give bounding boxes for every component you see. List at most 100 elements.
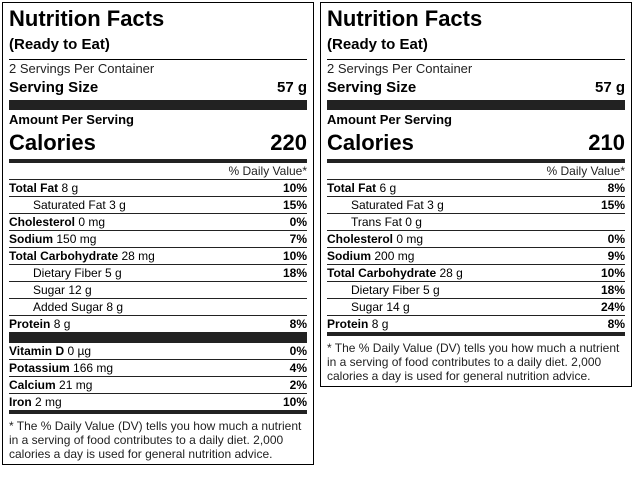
amount-per-serving: Amount Per Serving: [327, 112, 452, 127]
nutrition-label: Nutrition Facts (Ready to Eat) 2 Servings …: [320, 2, 632, 387]
daily-value: 8%: [607, 181, 625, 195]
daily-value: 18%: [600, 283, 625, 297]
nutrient-amount: 14 g: [386, 300, 410, 314]
nutrient-row: Sugar 12 g: [9, 281, 307, 298]
serving-size-value: 57 g: [276, 79, 307, 96]
daily-value: 4%: [289, 361, 307, 375]
nutrient-row: Total Fat 8 g 10%: [9, 179, 307, 196]
nutrient-name: Sodium: [327, 249, 371, 263]
medium-bar: [327, 159, 625, 163]
nutrient-name: Protein: [9, 317, 51, 331]
subtitle: (Ready to Eat): [327, 33, 625, 60]
thick-bar: [9, 100, 307, 110]
nutrient-amount: 28 g: [439, 266, 463, 280]
nutrient-name: Vitamin D: [9, 344, 65, 358]
nutrient: Added Sugar 8 g: [9, 299, 123, 315]
nutrient-amount: 200 mg: [374, 249, 415, 263]
nutrient-row: Potassium 166 mg 4%: [9, 359, 307, 376]
serving-size-label: Serving Size: [9, 79, 99, 96]
medium-bar: [327, 332, 625, 336]
amount-per-serving: Amount Per Serving: [9, 112, 134, 127]
nutrient-row: Protein 8 g 8%: [9, 315, 307, 332]
section: Vitamin D 0 µg 0% Potassium 166 mg 4% Calciu…: [9, 332, 307, 410]
calories-label: Calories: [9, 130, 96, 155]
thick-bar: [327, 100, 625, 110]
nutrient-amount: 8 g: [61, 181, 79, 195]
nutrient-name: Saturated Fat: [351, 198, 424, 212]
nutrient-amount: 150 mg: [56, 232, 97, 246]
nutrient: Dietary Fiber 5 g: [9, 265, 122, 281]
medium-bar: [9, 410, 307, 414]
nutrient: Iron 2 mg: [9, 394, 62, 410]
nutrient-amount: 3 g: [427, 198, 444, 212]
nutrient: Protein 8 g: [327, 316, 388, 332]
calories-value: 210: [588, 130, 625, 155]
nutrient-name: Sugar: [351, 300, 384, 314]
nutrient-amount: 21 mg: [59, 378, 93, 392]
calories-value: 220: [270, 130, 307, 155]
nutrient-amount: 0 g: [405, 215, 422, 229]
daily-value: 0%: [289, 215, 307, 229]
nutrient-row: Total Carbohydrate 28 mg 10%: [9, 247, 307, 264]
nutrient-row: Iron 2 mg 10%: [9, 393, 307, 410]
daily-value: 18%: [282, 266, 307, 280]
daily-value: 10%: [282, 249, 307, 263]
daily-value: 8%: [289, 317, 307, 331]
nutrient-row: Saturated Fat 3 g 15%: [327, 196, 625, 213]
daily-value: 7%: [289, 232, 307, 246]
calories: Calories 210: [327, 129, 625, 157]
nutrient-row: Total Carbohydrate 28 g 10%: [327, 264, 625, 281]
calories-label: Calories: [327, 130, 414, 155]
nutrient-name: Total Fat: [9, 181, 59, 195]
nutrient: Sugar 14 g: [327, 299, 410, 315]
serving-size: Serving Size 57 g: [9, 78, 307, 98]
calories: Calories 220: [9, 129, 307, 157]
daily-value: 0%: [289, 344, 307, 358]
nutrient-name: Total Carbohydrate: [9, 249, 119, 263]
serving-size-value: 57 g: [594, 79, 625, 96]
nutrient-amount: 5 g: [105, 266, 122, 280]
dv-header: % Daily Value*: [546, 164, 625, 178]
nutrient-row: Cholesterol 0 mg 0%: [9, 213, 307, 230]
footnote: * The % Daily Value (DV) tells you how m…: [9, 419, 302, 461]
nutrient-name: Cholesterol: [327, 232, 394, 246]
nutrient: Saturated Fat 3 g: [9, 197, 126, 213]
serving-size-label: Serving Size: [327, 79, 417, 96]
nutrient-row: Sugar 14 g 24%: [327, 298, 625, 315]
daily-value: 2%: [289, 378, 307, 392]
nutrient-row: Vitamin D 0 µg 0%: [9, 342, 307, 359]
nutrient-name: Sugar: [33, 283, 66, 297]
nutrient-amount: 0 µg: [67, 344, 92, 358]
nutrient-name: Total Fat: [327, 181, 377, 195]
nutrient-amount: 12 g: [68, 283, 92, 297]
nutrient: Cholesterol 0 mg: [9, 214, 105, 230]
nutrient-name: Iron: [9, 395, 32, 409]
nutrient: Total Carbohydrate 28 mg: [9, 248, 155, 264]
footnote: * The % Daily Value (DV) tells you how m…: [327, 341, 620, 383]
nutrient-name: Total Carbohydrate: [327, 266, 437, 280]
daily-value: 15%: [282, 198, 307, 212]
nutrient: Protein 8 g: [9, 316, 70, 332]
nutrient-row: Dietary Fiber 5 g 18%: [9, 264, 307, 281]
servings: 2 Servings Per Container: [9, 61, 155, 76]
nutrient-amount: 0 mg: [78, 215, 106, 229]
daily-value: 8%: [607, 317, 625, 331]
nutrient: Total Carbohydrate 28 g: [327, 265, 463, 281]
nutrient-name: Dietary Fiber: [351, 283, 420, 297]
section: Total Fat 8 g 10% Saturated Fat 3 g 15% Chol…: [9, 179, 307, 332]
nutrient: Total Fat 8 g: [9, 180, 78, 196]
nutrient-name: Dietary Fiber: [33, 266, 102, 280]
nutrient-row: Sodium 150 mg 7%: [9, 230, 307, 247]
daily-value: 10%: [282, 181, 307, 195]
nutrition-label: Nutrition Facts (Ready to Eat) 2 Servings …: [2, 2, 314, 465]
nutrient-name: Added Sugar: [33, 300, 104, 314]
nutrient: Calcium 21 mg: [9, 377, 92, 393]
nutrient-amount: 0 mg: [396, 232, 424, 246]
nutrient-row: Calcium 21 mg 2%: [9, 376, 307, 393]
daily-value: 10%: [600, 266, 625, 280]
nutrient-name: Potassium: [9, 361, 70, 375]
nutrient: Potassium 166 mg: [9, 360, 113, 376]
nutrient-name: Saturated Fat: [33, 198, 106, 212]
daily-value: 24%: [600, 300, 625, 314]
